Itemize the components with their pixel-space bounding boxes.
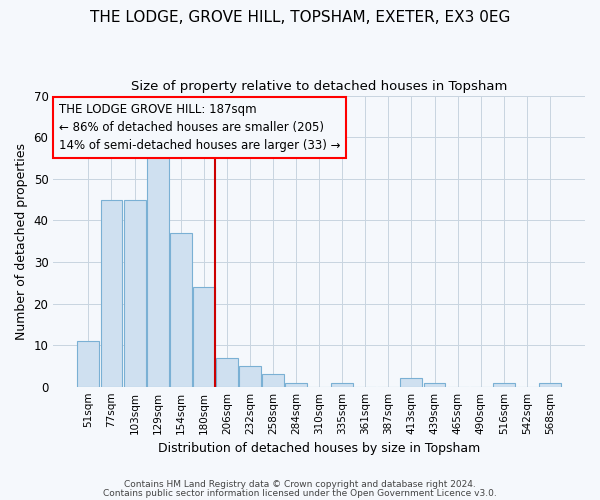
X-axis label: Distribution of detached houses by size in Topsham: Distribution of detached houses by size … [158,442,480,455]
Bar [331,382,353,386]
Bar [285,382,307,386]
Y-axis label: Number of detached properties: Number of detached properties [15,142,28,340]
Text: Contains HM Land Registry data © Crown copyright and database right 2024.: Contains HM Land Registry data © Crown c… [124,480,476,489]
Bar [146,146,169,386]
Bar [101,200,122,386]
Bar [124,200,146,386]
Bar [493,382,515,386]
Bar [239,366,261,386]
Text: Contains public sector information licensed under the Open Government Licence v3: Contains public sector information licen… [103,488,497,498]
Bar [193,287,215,386]
Bar [262,374,284,386]
Bar [400,378,422,386]
Bar [216,358,238,386]
Bar [539,382,561,386]
Text: THE LODGE, GROVE HILL, TOPSHAM, EXETER, EX3 0EG: THE LODGE, GROVE HILL, TOPSHAM, EXETER, … [90,10,510,25]
Bar [424,382,445,386]
Text: THE LODGE GROVE HILL: 187sqm
← 86% of detached houses are smaller (205)
14% of s: THE LODGE GROVE HILL: 187sqm ← 86% of de… [59,103,340,152]
Bar [170,233,191,386]
Bar [77,341,100,386]
Title: Size of property relative to detached houses in Topsham: Size of property relative to detached ho… [131,80,508,93]
